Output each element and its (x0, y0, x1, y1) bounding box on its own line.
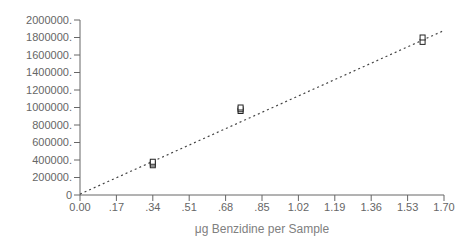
svg-text:600000.: 600000. (32, 136, 72, 148)
svg-text:1.36: 1.36 (360, 201, 381, 213)
svg-text:μg Benzidine per Sample: μg Benzidine per Sample (195, 222, 330, 236)
svg-text:.17: .17 (109, 201, 124, 213)
svg-text:1.70: 1.70 (433, 201, 454, 213)
svg-text:.85: .85 (254, 201, 269, 213)
svg-text:0: 0 (66, 189, 72, 201)
svg-text:1800000.: 1800000. (26, 31, 72, 43)
svg-text:1600000.: 1600000. (26, 49, 72, 61)
svg-text:.68: .68 (218, 201, 233, 213)
svg-text:1200000.: 1200000. (26, 84, 72, 96)
svg-text:0.00: 0.00 (69, 201, 90, 213)
svg-text:400000.: 400000. (32, 154, 72, 166)
svg-text:2000000.: 2000000. (26, 14, 72, 26)
svg-text:1000000.: 1000000. (26, 101, 72, 113)
svg-text:.34: .34 (145, 201, 160, 213)
svg-text:1.53: 1.53 (397, 201, 418, 213)
svg-text:1.02: 1.02 (288, 201, 309, 213)
svg-text:800000.: 800000. (32, 119, 72, 131)
svg-text:1.19: 1.19 (324, 201, 345, 213)
svg-text:.51: .51 (182, 201, 197, 213)
svg-text:1400000.: 1400000. (26, 66, 72, 78)
svg-text:200000.: 200000. (32, 171, 72, 183)
